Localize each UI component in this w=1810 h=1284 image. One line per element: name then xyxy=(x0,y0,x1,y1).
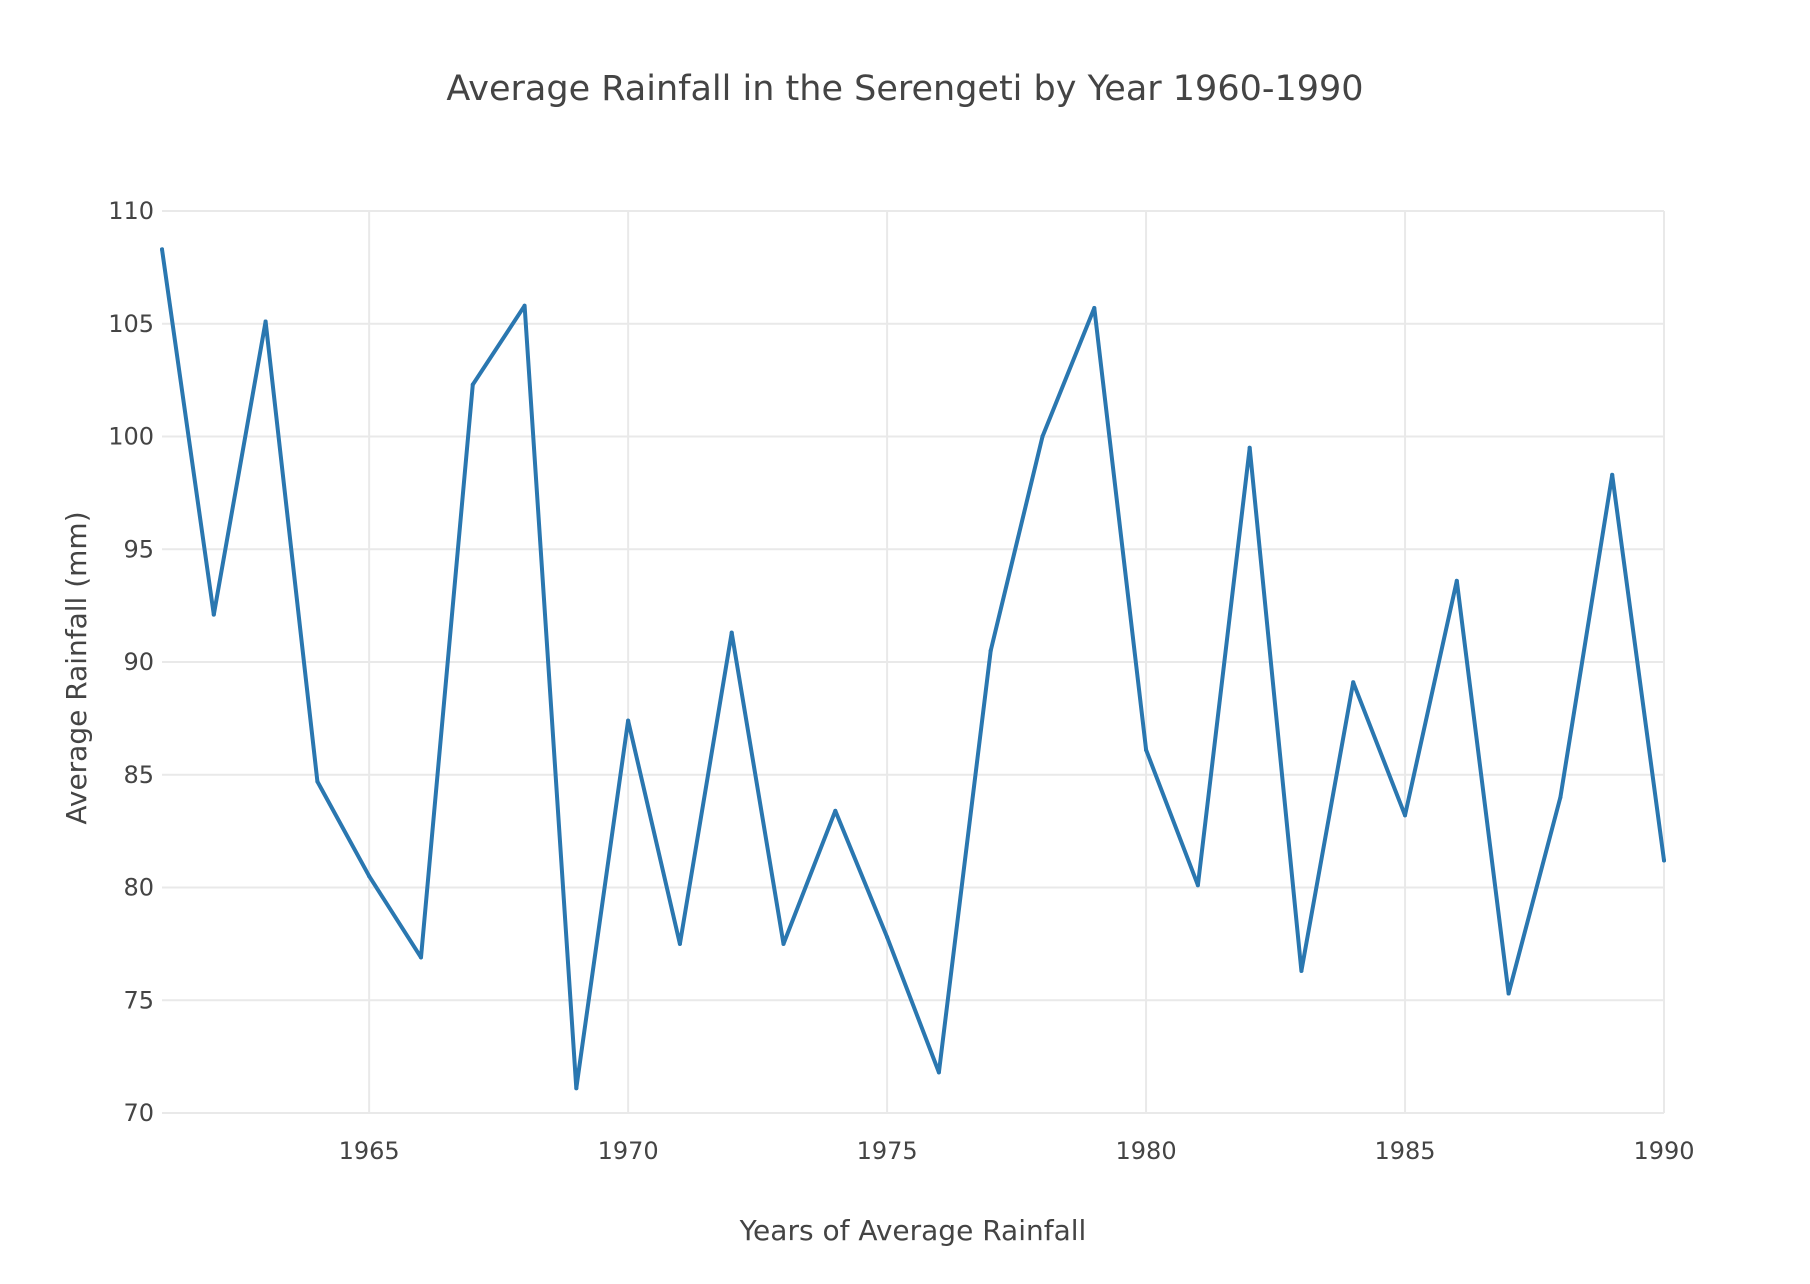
data-point xyxy=(1040,434,1045,439)
data-point xyxy=(626,718,631,723)
x-tick-label: 1990 xyxy=(1633,1137,1694,1165)
x-gridlines xyxy=(368,211,1665,1113)
data-point xyxy=(1506,991,1511,996)
data-point xyxy=(1092,305,1097,310)
data-point xyxy=(885,935,890,940)
x-tick-label: 1980 xyxy=(1116,1137,1177,1165)
data-point xyxy=(1662,858,1666,863)
data-point xyxy=(418,955,423,960)
data-point xyxy=(1403,813,1408,818)
data-point xyxy=(574,1086,579,1091)
data-point xyxy=(1454,578,1459,583)
x-tick-label: 1975 xyxy=(857,1137,918,1165)
x-axis-title: Years of Average Rainfall xyxy=(739,1214,1087,1247)
data-point xyxy=(1351,680,1356,685)
data-point xyxy=(1299,968,1304,973)
y-tick-label: 75 xyxy=(123,986,154,1014)
y-tick-label: 70 xyxy=(123,1099,154,1127)
data-point xyxy=(1247,445,1252,450)
data-point xyxy=(1195,883,1200,888)
data-point xyxy=(470,382,475,387)
y-gridlines xyxy=(162,210,1664,1114)
data-point xyxy=(677,941,682,946)
x-axis-ticks: 1965 1970 1975 1980 1985 1990 xyxy=(339,1137,1695,1165)
series-line-0 xyxy=(160,247,1666,1091)
x-tick-label: 1970 xyxy=(598,1137,659,1165)
data-series xyxy=(160,247,1666,1091)
y-tick-label: 110 xyxy=(108,197,154,225)
data-point xyxy=(522,303,527,308)
data-point xyxy=(1144,747,1149,752)
chart-title: Average Rainfall in the Serengeti by Yea… xyxy=(446,69,1363,109)
x-tick-label: 1965 xyxy=(339,1137,400,1165)
y-axis-title: Average Rainfall (mm) xyxy=(60,511,93,824)
data-point xyxy=(211,612,216,617)
data-point xyxy=(263,319,268,324)
y-axis-ticks: 70 75 80 85 90 95 100 105 110 xyxy=(108,197,154,1127)
data-point xyxy=(160,247,164,252)
data-point xyxy=(781,941,786,946)
data-point xyxy=(936,1070,941,1075)
data-point xyxy=(729,630,734,635)
data-point xyxy=(1558,795,1563,800)
y-tick-label: 100 xyxy=(108,423,154,451)
data-point xyxy=(1610,472,1615,477)
y-tick-label: 80 xyxy=(123,874,154,902)
y-tick-label: 95 xyxy=(123,535,154,563)
x-tick-label: 1985 xyxy=(1374,1137,1435,1165)
data-point xyxy=(315,779,320,784)
y-tick-label: 90 xyxy=(123,648,154,676)
data-point xyxy=(833,808,838,813)
data-point xyxy=(367,874,372,879)
y-tick-label: 105 xyxy=(108,310,154,338)
y-tick-label: 85 xyxy=(123,761,154,789)
data-point xyxy=(988,648,993,653)
